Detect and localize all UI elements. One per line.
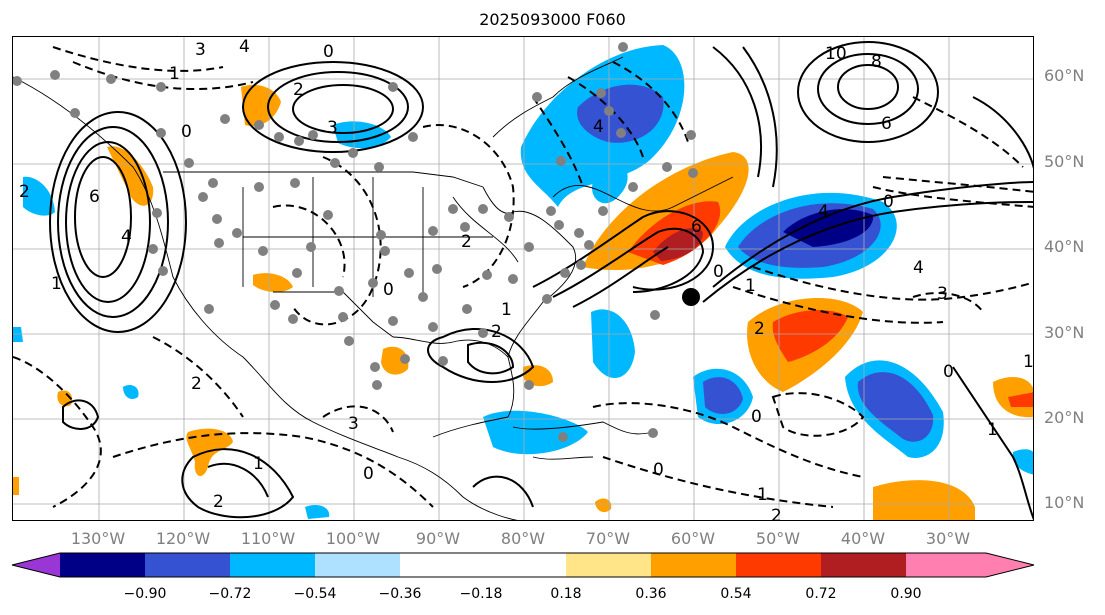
contour-label: 0 — [713, 262, 724, 282]
contour-label: 0 — [323, 42, 334, 62]
contour-label: 1 — [51, 274, 62, 294]
contour-label: 3 — [937, 284, 948, 304]
lon-label-30w: 30°W — [925, 529, 971, 548]
contour-label: 2 — [293, 80, 304, 100]
contour-label: 4 — [121, 227, 132, 247]
contour-label: 1 — [1023, 352, 1034, 372]
lon-label-60w: 60°W — [670, 529, 716, 548]
contour-label: 2 — [461, 232, 472, 252]
colorbar-bin — [736, 553, 821, 577]
contour-label: 0 — [653, 460, 664, 480]
colorbar-tick: −0.90 — [123, 586, 167, 602]
contour-label: 0 — [363, 464, 374, 484]
colorbar-bin — [400, 553, 566, 577]
contour-label: 0 — [751, 407, 762, 427]
lon-label-90w: 90°W — [415, 529, 461, 548]
station-markers — [13, 42, 698, 442]
colorbar-tick: 0.72 — [805, 586, 837, 602]
contour-label: 3 — [327, 118, 338, 138]
colorbar-bin — [906, 553, 986, 577]
contour-label: 1 — [745, 276, 756, 296]
contour-label: 6 — [691, 217, 702, 237]
contour-label: 4 — [913, 258, 924, 278]
colorbar-tick: 0.54 — [720, 586, 752, 602]
lon-label-110w: 110°W — [240, 529, 296, 548]
colorbar-extend-high — [986, 553, 1034, 577]
colorbar — [11, 552, 1035, 578]
anomaly-shading — [13, 45, 1033, 520]
lon-label-70w: 70°W — [585, 529, 631, 548]
colorbar-bin — [566, 553, 651, 577]
colorbar-tick: 0.36 — [635, 586, 667, 602]
colorbar-extend-low — [12, 553, 60, 577]
lat-label-60n: 60°N — [1044, 66, 1085, 85]
lon-label-120w: 120°W — [155, 529, 211, 548]
contour-label: 4 — [818, 202, 829, 222]
colorbar-bin — [60, 553, 145, 577]
lon-label-80w: 80°W — [500, 529, 546, 548]
colorbar-tick: 0.18 — [550, 586, 582, 602]
contour-label: 2 — [754, 319, 765, 339]
lon-label-50w: 50°W — [755, 529, 801, 548]
lat-label-50n: 50°N — [1044, 152, 1085, 171]
contour-label: 1 — [757, 485, 768, 505]
colorbar-tick: 0.90 — [890, 586, 922, 602]
contour-label: 4 — [593, 117, 604, 137]
contour-label: 3 — [195, 40, 206, 60]
contour-label: 2 — [771, 506, 782, 521]
contour-label: 8 — [871, 52, 882, 72]
contour-label: 4 — [239, 37, 250, 57]
colorbar-bin — [821, 553, 906, 577]
map-svg: 3 4 0 2 1 0 3 6 4 2 1 0 10 8 6 4 0 4 3 2… — [13, 37, 1034, 521]
contour-label: 6 — [881, 114, 892, 134]
lat-label-10n: 10°N — [1044, 493, 1085, 512]
positive-contours — [49, 41, 1033, 520]
lon-label-40w: 40°W — [840, 529, 886, 548]
lat-label-30n: 30°N — [1044, 323, 1085, 342]
contour-label: 10 — [825, 44, 847, 64]
contour-label: 3 — [348, 414, 359, 434]
colorbar-tick: −0.36 — [378, 586, 422, 602]
graticule — [13, 37, 1033, 520]
contour-label: 1 — [987, 420, 998, 440]
storm-center-marker — [682, 288, 700, 306]
contour-label: 6 — [89, 187, 100, 207]
lon-label-100w: 100°W — [325, 529, 381, 548]
colorbar-bin — [651, 553, 736, 577]
contour-labels: 3 4 0 2 1 0 3 6 4 2 1 0 10 8 6 4 0 4 3 2… — [19, 37, 1034, 521]
lon-label-130w: 130°W — [70, 529, 126, 548]
contour-label: 1 — [253, 454, 264, 474]
contour-label: 0 — [883, 192, 894, 212]
colorbar-tick: −0.18 — [459, 586, 503, 602]
lat-label-40n: 40°N — [1044, 237, 1085, 256]
colorbar-bin — [145, 553, 230, 577]
colorbar-tick: −0.54 — [293, 586, 337, 602]
contour-label: 2 — [213, 492, 224, 512]
lat-label-20n: 20°N — [1044, 408, 1085, 427]
negative-contours — [13, 46, 1033, 508]
map-title: 2025093000 F060 — [479, 10, 626, 29]
map-panel: 3 4 0 2 1 0 3 6 4 2 1 0 10 8 6 4 0 4 3 2… — [12, 36, 1034, 521]
contour-label: 0 — [943, 362, 954, 382]
contour-label: 2 — [491, 322, 502, 342]
colorbar-bin — [230, 553, 315, 577]
colorbar-tick: −0.72 — [208, 586, 252, 602]
contour-label: 2 — [191, 374, 202, 394]
contour-label: 1 — [169, 64, 180, 84]
contour-label: 2 — [19, 182, 30, 202]
coastlines — [13, 56, 734, 520]
contour-label: 0 — [181, 122, 192, 142]
contour-label: 0 — [383, 280, 394, 300]
contour-label: 1 — [501, 300, 512, 320]
colorbar-bin — [315, 553, 400, 577]
